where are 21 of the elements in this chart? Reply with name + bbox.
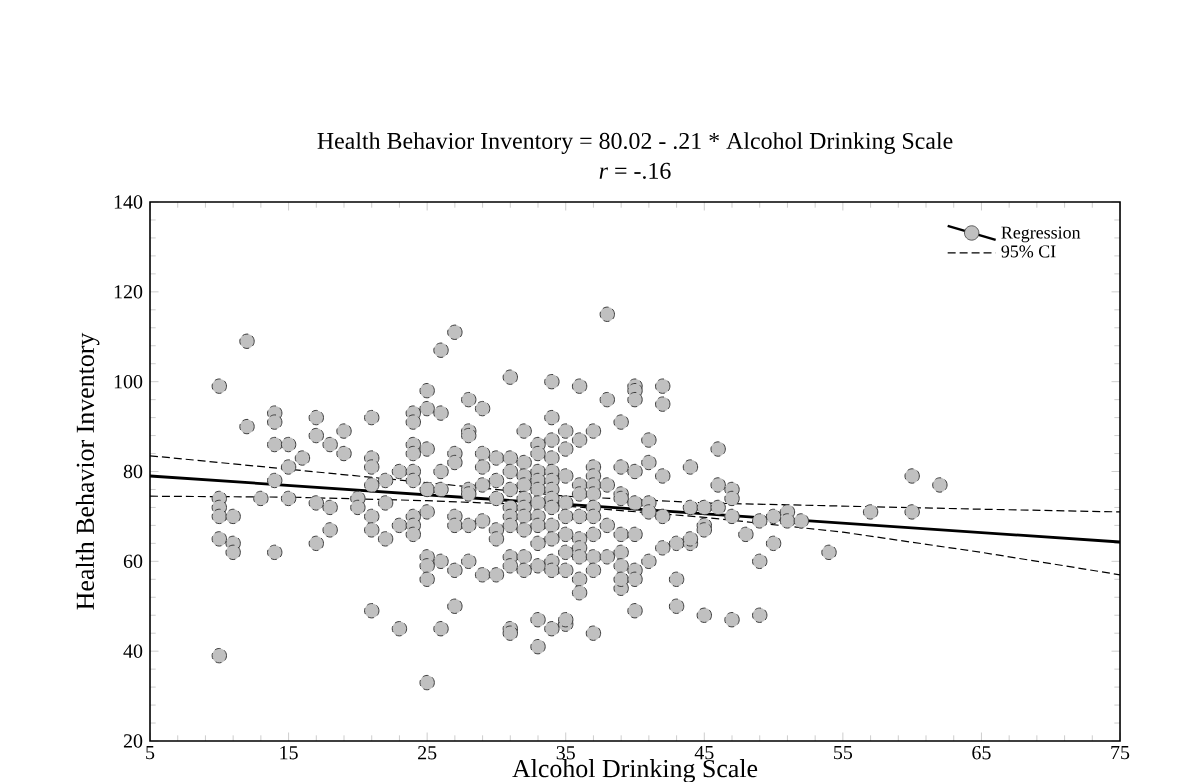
x-tick-label: 35 [556,746,575,760]
x-tick-label: 45 [694,746,714,760]
y-axis-title: Health Behavior Inventory [75,332,100,610]
y-tick-label: 100 [114,374,143,389]
chart-subtitle: r = -.16 [599,162,671,180]
x-tick-label: 75 [1111,746,1130,760]
x-tick-label: 65 [972,746,991,760]
y-tick-label: 140 [114,195,143,209]
x-tick-label: 25 [418,746,437,760]
y-tick-label: 80 [123,464,143,479]
x-tick-label: 55 [834,746,853,760]
x-axis-title: Alcohol Drinking Scale [512,759,758,782]
x-tick-label: 15 [280,746,298,760]
y-tick-label: 20 [123,734,143,748]
legend-label: Regression [1001,226,1081,243]
legend-label: 95% CI [1001,245,1056,258]
y-tick-label: 40 [123,644,143,658]
y-tick-label: 60 [123,554,143,569]
chart-title: Health Behavior Inventory = 80.02 - .21 * Alcohol Drinking Scale [317,132,953,154]
x-tick-label: 5 [146,746,155,760]
y-tick-label: 120 [114,285,143,299]
